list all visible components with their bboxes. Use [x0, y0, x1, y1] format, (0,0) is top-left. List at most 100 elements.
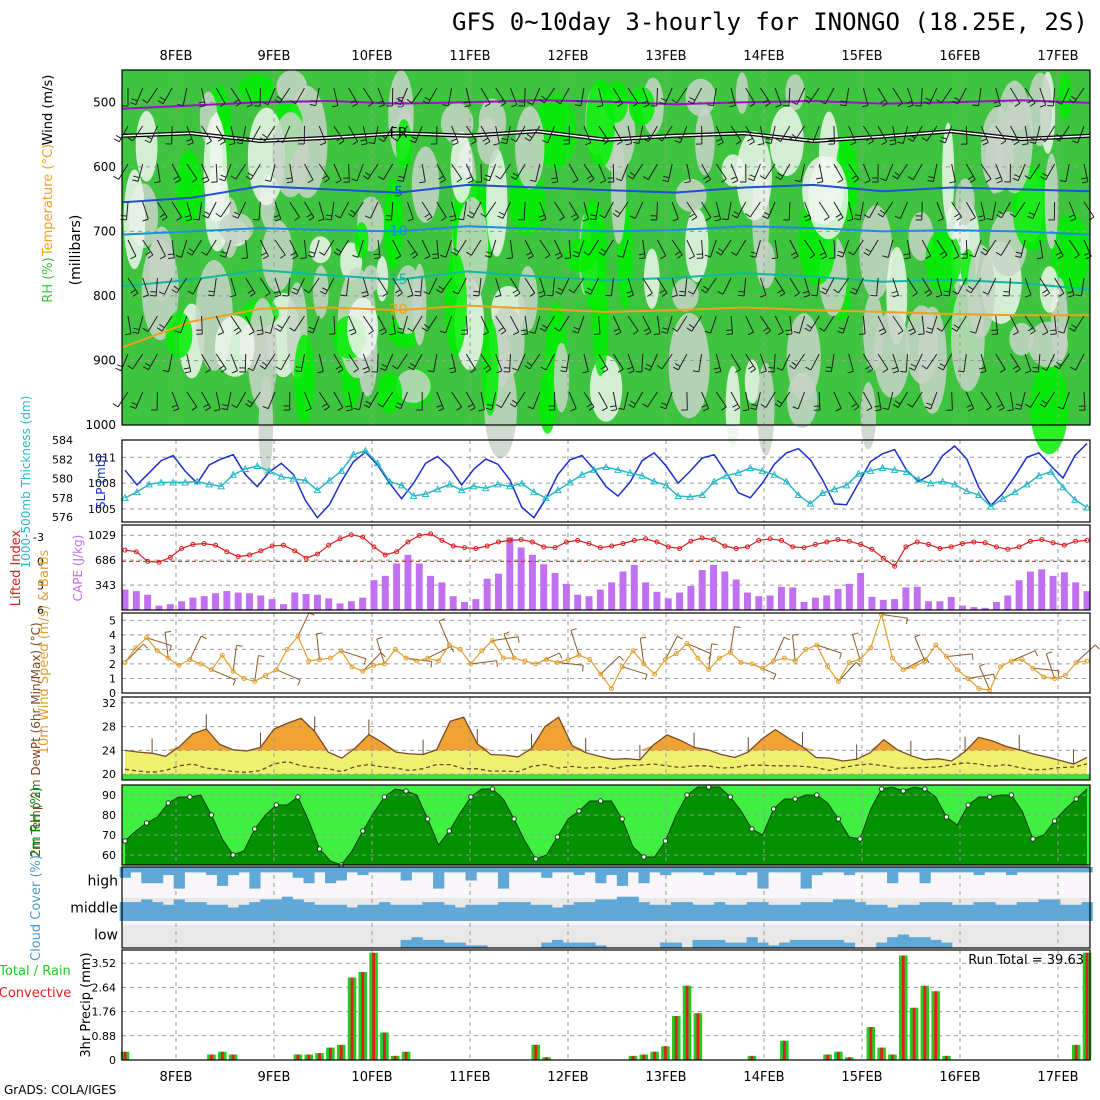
wind-barb-flag — [127, 137, 133, 142]
lifted-index-marker — [677, 545, 683, 551]
wind-barb — [701, 239, 704, 258]
lifted-index-marker — [688, 538, 694, 544]
wind-barb-flag — [203, 179, 210, 184]
wind-barb-flag — [1015, 403, 1022, 407]
wind-barb-flag — [924, 406, 931, 410]
wind-barb-flag — [790, 251, 797, 256]
wind-barb — [816, 277, 820, 296]
rh2m-marker — [1073, 796, 1079, 802]
wind-barb — [554, 239, 563, 257]
thickness-marker — [1047, 467, 1055, 475]
cape-bar — [178, 601, 186, 610]
cloud-bar — [789, 939, 802, 948]
wind-barb — [503, 633, 515, 659]
wind-barb — [671, 201, 679, 220]
wind-barb-flag — [524, 365, 530, 370]
thickness-marker — [1011, 488, 1019, 496]
thickness-marker — [950, 480, 959, 488]
wind-barb — [241, 125, 247, 144]
wind-barb-flag — [642, 403, 648, 408]
rh2m-marker — [878, 786, 885, 792]
wind-barb-flag — [219, 178, 226, 182]
wind-barb — [515, 163, 526, 180]
wind-barb — [164, 632, 169, 659]
wind-barb-flag — [430, 661, 433, 668]
wind-barb-flag — [1000, 140, 1007, 145]
wind-barb-flag — [177, 103, 184, 107]
wind-barb — [509, 353, 511, 373]
cloud-bar — [714, 867, 726, 873]
wind-barb-flag — [980, 251, 987, 256]
wind-barb-flag — [985, 406, 992, 411]
wind-barb-flag — [730, 176, 737, 180]
wind-barb — [245, 277, 256, 294]
wind-barb-flag — [247, 399, 253, 405]
wind-barb-flag — [432, 253, 439, 256]
wind-barb-flag — [424, 96, 431, 101]
wind-barb-flag — [943, 294, 950, 297]
wind-speed-marker — [479, 648, 485, 654]
wind-barb — [862, 125, 874, 142]
wind-barb-flag — [791, 361, 797, 367]
pressure-tick-label: 900 — [93, 353, 116, 367]
wind-barb-flag — [1041, 367, 1048, 371]
cloud-bar — [541, 867, 553, 878]
wind-barb-flag — [442, 104, 449, 107]
wind-barb-flag — [881, 141, 888, 146]
wind-barb-flag — [686, 327, 693, 332]
wind-barb-flag — [1030, 137, 1037, 141]
wind-barb-flag — [738, 294, 745, 297]
wind-barb-flag — [132, 331, 139, 334]
wind-barb-flag — [775, 138, 781, 142]
wind-barb-flag — [143, 643, 148, 649]
wind-barb-flag — [889, 139, 896, 142]
wind-barb-flag — [350, 99, 356, 104]
wind-barb-flag — [396, 98, 403, 102]
lifted-index-tick-label: -3 — [33, 531, 44, 544]
wind-barb-flag — [978, 367, 985, 370]
cloud-bar — [519, 867, 531, 873]
lifted-index-marker — [948, 544, 954, 550]
wind-barb-flag — [1072, 140, 1078, 144]
wind-barb — [436, 391, 445, 409]
wind-barb-flag — [1034, 650, 1039, 657]
wind-barb — [770, 125, 776, 144]
wind-tick-label: 4 — [109, 629, 116, 642]
wind-barb-flag — [982, 248, 989, 253]
cloud-bar — [1038, 867, 1050, 873]
cloud-bar — [681, 867, 693, 873]
cloud-bar — [703, 904, 715, 921]
wind-barb — [1032, 201, 1041, 219]
wind-barb — [1081, 277, 1085, 296]
wind-speed-marker — [576, 652, 582, 658]
wind-barb — [451, 163, 463, 180]
lifted-index-marker — [869, 546, 875, 552]
wind-barb — [1044, 391, 1056, 408]
thickness-marker — [842, 481, 851, 489]
wind-barb-flag — [760, 294, 767, 298]
temperature-frame — [121, 696, 1091, 781]
wind-speed-marker — [554, 659, 560, 665]
wind-barb-flag — [394, 101, 401, 106]
wind-speed-marker — [317, 657, 323, 663]
wind-barb-flag — [424, 213, 431, 218]
thickness-marker — [193, 477, 201, 485]
wind-barb — [420, 277, 423, 296]
cloud-bar — [638, 902, 650, 921]
date-label-bottom: 10FEB — [351, 1070, 392, 1085]
wind-barb-flag — [789, 365, 795, 370]
wind-barb-flag — [368, 102, 374, 107]
cloud-bar — [908, 867, 920, 873]
isotherm-label: 10 — [390, 223, 408, 239]
cloud-bar — [173, 899, 185, 921]
wind-barb — [1024, 315, 1036, 332]
wind-barb-flag — [949, 181, 956, 184]
wind-barb-flag — [617, 255, 624, 258]
wind-barb — [325, 277, 335, 295]
cloud-bar — [476, 945, 488, 948]
cloud-bar — [530, 867, 542, 873]
wind-speed-marker — [219, 652, 225, 658]
rh-blob — [675, 178, 707, 212]
cloud-bar — [249, 902, 261, 921]
cape-bar — [732, 579, 740, 610]
